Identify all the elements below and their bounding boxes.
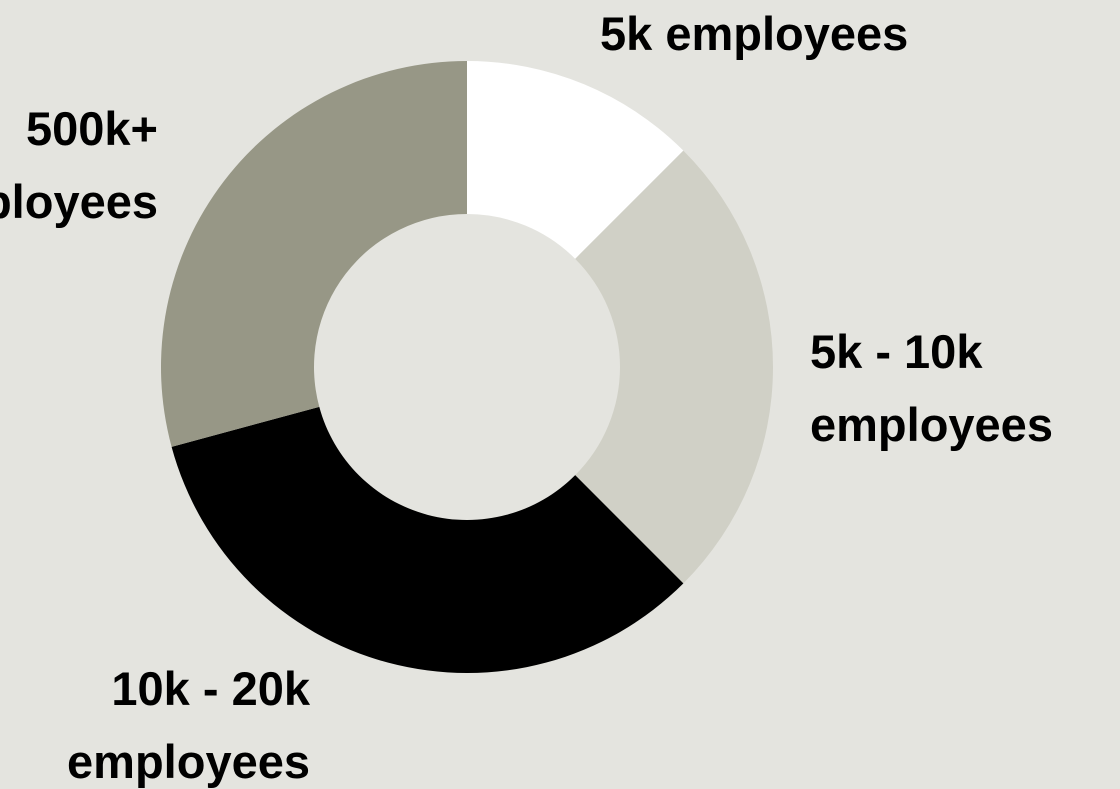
slice-500k-employees: [161, 61, 467, 447]
slice-label-line: 500k+: [26, 102, 158, 155]
slice-label-line: employees: [0, 175, 158, 228]
chart-slices: [161, 61, 773, 673]
slice-label-line: employees: [810, 398, 1053, 451]
slice-5k-10k-employees: [575, 150, 773, 584]
slice-label-500k-employees: 500k+ employees: [0, 102, 158, 228]
slice-5k-employees: [467, 61, 684, 259]
slice-label-line: 5k - 10k: [810, 325, 983, 378]
slice-label-line: 5k employees: [600, 7, 908, 60]
slice-label-10k-20k-employees: 10k - 20k employees: [67, 662, 311, 788]
slice-label-5k-employees: 5k employees: [600, 7, 908, 60]
slice-label-line: 10k - 20k: [111, 662, 310, 715]
slice-10k-20k-employees: [171, 406, 684, 673]
slice-label-5k-10k-employees: 5k - 10k employees: [810, 325, 1053, 451]
slice-label-line: employees: [67, 735, 310, 788]
chart-labels: 5k employees 5k - 10k employees 10k - 20k em…: [0, 7, 1053, 788]
